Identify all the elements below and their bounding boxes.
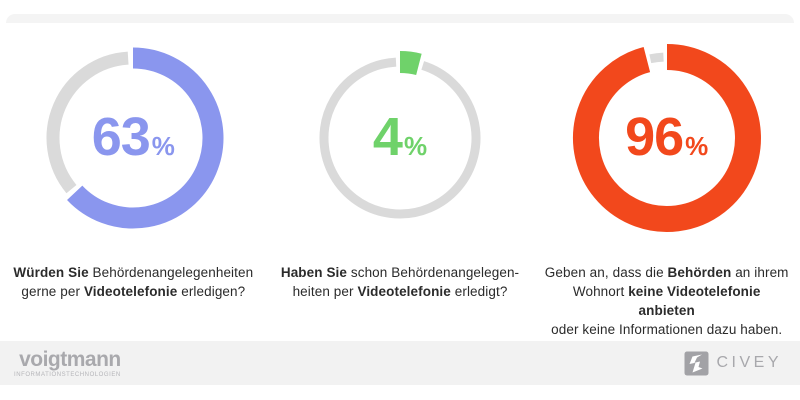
footer-band: voigtmann INFORMATIONSTECHNOLOGIEN CIVEY — [0, 341, 800, 385]
percent-sign: % — [151, 130, 175, 161]
caption-text: gerne per — [21, 283, 84, 299]
charts-row: 63% Würden Sie Behördenangelegenheiten ge… — [0, 20, 800, 337]
caption-text: heiten per — [292, 283, 358, 299]
civey-logo-icon — [684, 351, 709, 375]
donut-ring-2 — [319, 51, 481, 219]
percent-label-2: 4% — [300, 106, 500, 168]
percent-value: 96 — [625, 106, 684, 167]
donut-ring-1 — [46, 47, 224, 229]
caption-text: an ihrem — [731, 265, 789, 280]
caption-text: Behördenangelegenheiten — [92, 265, 254, 280]
chart-column-3: 96% Geben an, dass die Behörden an ihrem… — [533, 20, 800, 337]
card-top-edge — [6, 14, 794, 23]
donut-track-segment — [649, 52, 664, 64]
donut-value-segment — [399, 51, 422, 76]
donut-track-segment — [319, 57, 481, 219]
donut-value-segment — [67, 47, 224, 229]
donut-chart-question-2: 4% — [300, 38, 500, 238]
percent-value: 63 — [91, 106, 151, 167]
donut-chart-question-3: 96% — [567, 38, 767, 238]
donut-chart-question-1: 63% — [33, 38, 233, 238]
percent-label-1: 63% — [33, 106, 233, 168]
caption-text-bold: Würden Sie — [13, 265, 93, 280]
chart-column-2: 4% Haben Sie schon Behördenangelegen-hei… — [267, 20, 534, 336]
caption-text-bold: Behörden — [667, 265, 732, 280]
caption-text-bold: keine Videotelefonie anbieten — [628, 283, 761, 318]
percent-label-3: 96% — [567, 106, 767, 168]
caption-text: Geben an, dass die — [544, 265, 668, 280]
chart-caption-2: Haben Sie schon Behördenangelegen-heiten… — [281, 264, 519, 302]
percent-sign: % — [403, 130, 428, 161]
chart-caption-1: Würden Sie Behördenangelegenheiten gerne … — [13, 264, 253, 302]
chart-caption-3: Geben an, dass die Behörden an ihrem Wohn… — [545, 264, 789, 340]
percent-sign: % — [685, 130, 709, 161]
caption-text-bold: Haben Sie — [280, 265, 351, 280]
civey-logo: CIVEY — [684, 351, 782, 376]
caption-text-bold: Videotelefonie — [83, 283, 178, 299]
caption-text: erledigt? — [450, 283, 508, 299]
donut-track-segment — [46, 51, 129, 194]
voigtmann-logo: voigtmann INFORMATIONSTECHNOLOGIEN — [14, 349, 121, 378]
caption-text: Wohnort — [572, 283, 629, 299]
caption-text: erledigen? — [177, 283, 246, 299]
caption-text: schon Behördenangelegen- — [350, 265, 520, 280]
voigtmann-subtitle: INFORMATIONSTECHNOLOGIEN — [14, 371, 121, 378]
percent-value: 4 — [372, 106, 403, 167]
caption-text: oder keine Informationen dazu haben. — [551, 321, 783, 337]
voigtmann-wordmark: voigtmann — [19, 347, 121, 371]
donut-value-segment — [572, 44, 761, 232]
civey-wordmark: CIVEY — [716, 354, 782, 371]
caption-text-bold: Videotelefonie — [357, 283, 451, 299]
donut-ring-3 — [572, 44, 761, 232]
chart-column-1: 63% Würden Sie Behördenangelegenheiten ge… — [0, 20, 267, 336]
